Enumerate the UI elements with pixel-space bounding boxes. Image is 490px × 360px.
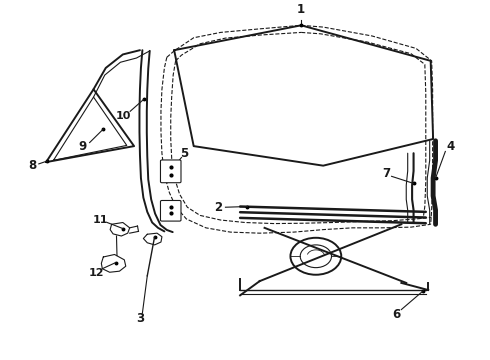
Text: 2: 2 <box>214 201 222 214</box>
Text: 5: 5 <box>180 148 188 161</box>
Text: 3: 3 <box>136 312 144 325</box>
Text: 8: 8 <box>28 159 37 172</box>
Text: 1: 1 <box>297 4 305 17</box>
Text: 4: 4 <box>446 140 455 153</box>
Text: 7: 7 <box>383 167 391 180</box>
FancyBboxPatch shape <box>160 201 181 221</box>
Text: 10: 10 <box>116 111 131 121</box>
Text: 9: 9 <box>79 140 87 153</box>
Text: 12: 12 <box>88 268 104 278</box>
Text: 6: 6 <box>392 309 401 321</box>
FancyBboxPatch shape <box>160 160 181 183</box>
Text: 11: 11 <box>93 215 109 225</box>
